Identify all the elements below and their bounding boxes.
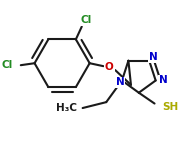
Text: H₃C: H₃C <box>56 103 77 113</box>
Text: N: N <box>116 77 124 88</box>
Text: Cl: Cl <box>80 15 91 25</box>
Text: Cl: Cl <box>2 60 13 70</box>
Text: SH: SH <box>162 101 179 112</box>
Text: N: N <box>149 52 158 62</box>
Text: O: O <box>105 62 114 72</box>
Text: N: N <box>159 75 168 86</box>
